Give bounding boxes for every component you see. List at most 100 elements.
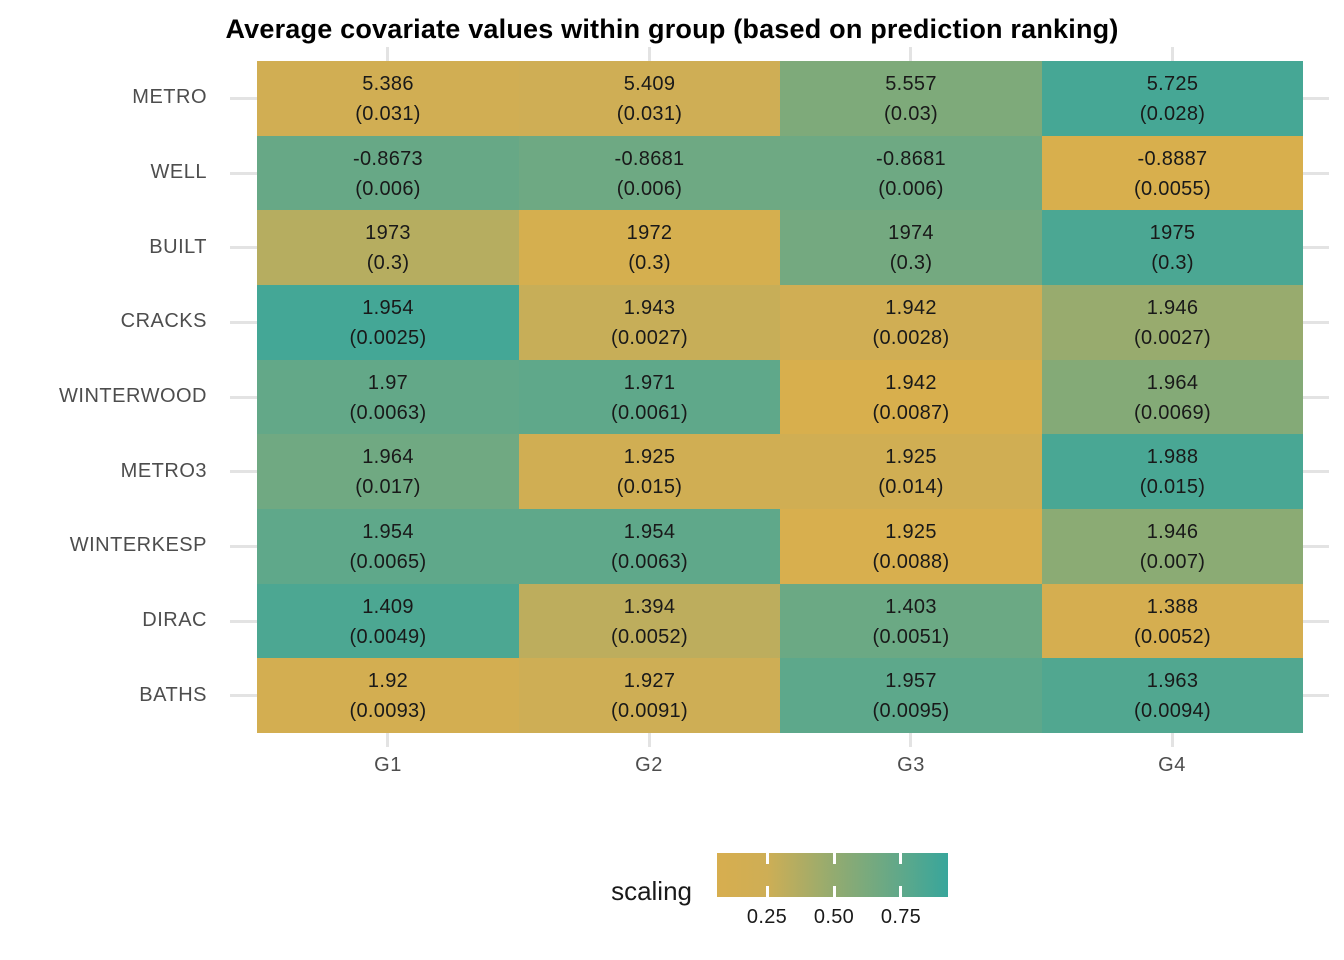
legend-title: scaling bbox=[611, 876, 692, 906]
cell-value: 1.388 bbox=[1146, 596, 1199, 618]
legend-tick bbox=[833, 886, 836, 897]
legend-tick bbox=[766, 886, 769, 897]
cell-se: (0.3) bbox=[889, 252, 933, 274]
cell-se: (0.0052) bbox=[1134, 626, 1211, 648]
y-axis-tick-left bbox=[230, 545, 257, 548]
heatmap-cell: 1.954 (0.0063) bbox=[519, 509, 780, 584]
y-axis-tick-right bbox=[1303, 620, 1329, 623]
cell-value: -0.8887 bbox=[1137, 148, 1208, 170]
cell-value: 1.946 bbox=[1146, 297, 1199, 319]
heatmap-cell: 1.925 (0.015) bbox=[519, 434, 780, 509]
cell-se: (0.0065) bbox=[349, 551, 427, 573]
cell-value: 1.964 bbox=[362, 446, 414, 468]
cell-value: 1.943 bbox=[623, 297, 676, 319]
y-axis-tick-left bbox=[230, 172, 257, 175]
cell-se: (0.3) bbox=[366, 252, 410, 274]
cell-value: -0.8681 bbox=[876, 148, 946, 170]
cell-value: 1974 bbox=[888, 222, 934, 244]
heatmap-cell: 1.388 (0.0052) bbox=[1042, 584, 1303, 658]
heatmap-cell: 1.957 (0.0095) bbox=[780, 658, 1042, 733]
x-axis-label: G3 bbox=[897, 754, 925, 776]
cell-value: 1.946 bbox=[1146, 521, 1199, 543]
heatmap-cell: 1.963 (0.0094) bbox=[1042, 658, 1303, 733]
y-axis-tick-left bbox=[230, 246, 257, 249]
x-axis-tick-top bbox=[386, 47, 389, 61]
legend-tick bbox=[899, 853, 902, 864]
cell-se: (0.0027) bbox=[611, 327, 688, 349]
cell-se: (0.028) bbox=[1139, 103, 1206, 125]
x-axis-label: G1 bbox=[374, 754, 402, 776]
heatmap-cell: 1.943 (0.0027) bbox=[519, 285, 780, 360]
cell-value: 1975 bbox=[1149, 222, 1196, 244]
y-axis-tick-right bbox=[1303, 545, 1329, 548]
chart-title: Average covariate values within group (b… bbox=[225, 14, 1119, 44]
cell-value: 1.964 bbox=[1146, 372, 1199, 394]
y-axis-label: BATHS bbox=[139, 684, 207, 706]
heatmap-cell: 1.925 (0.014) bbox=[780, 434, 1042, 509]
heatmap-cell: 1.942 (0.0028) bbox=[780, 285, 1042, 360]
cell-se: (0.007) bbox=[1139, 551, 1206, 573]
y-axis-tick-left bbox=[230, 470, 257, 473]
cell-se: (0.006) bbox=[616, 178, 683, 200]
cell-value: 1.925 bbox=[623, 446, 676, 468]
cell-value: 1.927 bbox=[623, 670, 676, 692]
cell-value: 5.409 bbox=[623, 73, 676, 95]
y-axis-label: METRO bbox=[132, 86, 207, 108]
cell-value: 1.942 bbox=[885, 372, 937, 394]
legend-tick-label: 0.75 bbox=[880, 906, 922, 928]
cell-se: (0.3) bbox=[1151, 252, 1194, 274]
y-axis-label: BUILT bbox=[149, 236, 207, 258]
y-axis-label: WELL bbox=[150, 161, 207, 183]
cell-se: (0.0061) bbox=[611, 402, 688, 424]
heatmap-cell: 1.92 (0.0093) bbox=[257, 658, 519, 733]
y-axis-tick-left bbox=[230, 396, 257, 399]
cell-se: (0.015) bbox=[1139, 476, 1206, 498]
cell-se: (0.0087) bbox=[872, 402, 950, 424]
y-axis-label: WINTERWOOD bbox=[59, 385, 207, 407]
cell-se: (0.0063) bbox=[611, 551, 688, 573]
cell-se: (0.3) bbox=[628, 252, 671, 274]
legend-tick bbox=[833, 853, 836, 864]
y-axis-label: WINTERKESP bbox=[69, 534, 207, 556]
heatmap-cell: 1975 (0.3) bbox=[1042, 210, 1303, 285]
x-axis-tick-top bbox=[1171, 47, 1174, 61]
cell-se: (0.0052) bbox=[611, 626, 688, 648]
x-axis-tick-bottom bbox=[386, 733, 389, 747]
x-axis-tick-bottom bbox=[1171, 733, 1174, 747]
cell-value: 1.403 bbox=[885, 596, 937, 618]
x-axis-tick-top bbox=[909, 47, 912, 61]
heatmap-cell: 1.942 (0.0087) bbox=[780, 360, 1042, 434]
cell-se: (0.015) bbox=[616, 476, 683, 498]
heatmap-cell: 1.988 (0.015) bbox=[1042, 434, 1303, 509]
heatmap-cell: -0.8673 (0.006) bbox=[257, 136, 519, 210]
y-axis-tick-right bbox=[1303, 246, 1329, 249]
legend-tick-label: 0.25 bbox=[746, 906, 788, 928]
heatmap-cell: 1.97 (0.0063) bbox=[257, 360, 519, 434]
cell-se: (0.031) bbox=[616, 103, 683, 125]
cell-value: 1.957 bbox=[885, 670, 937, 692]
cell-se: (0.014) bbox=[878, 476, 944, 498]
heatmap-cell: 1.964 (0.0069) bbox=[1042, 360, 1303, 434]
x-axis-tick-bottom bbox=[909, 733, 912, 747]
heatmap-cell: 5.409 (0.031) bbox=[519, 61, 780, 136]
cell-value: 5.725 bbox=[1146, 73, 1199, 95]
cell-se: (0.031) bbox=[355, 103, 421, 125]
heatmap-cell: 1.954 (0.0025) bbox=[257, 285, 519, 360]
cell-value: 1.925 bbox=[885, 521, 937, 543]
y-axis-label: DIRAC bbox=[142, 609, 207, 631]
heatmap-cell: 1.964 (0.017) bbox=[257, 434, 519, 509]
heatmap-cell: 1972 (0.3) bbox=[519, 210, 780, 285]
cell-se: (0.0069) bbox=[1134, 402, 1211, 424]
cell-se: (0.0093) bbox=[349, 700, 427, 722]
cell-se: (0.0025) bbox=[349, 327, 427, 349]
cell-value: -0.8673 bbox=[353, 148, 423, 170]
y-axis-tick-left bbox=[230, 321, 257, 324]
heatmap-cell: 1.925 (0.0088) bbox=[780, 509, 1042, 584]
cell-value: 1.971 bbox=[623, 372, 676, 394]
legend-tick bbox=[766, 853, 769, 864]
cell-value: 1973 bbox=[365, 222, 411, 244]
cell-se: (0.006) bbox=[355, 178, 421, 200]
cell-value: 1.409 bbox=[362, 596, 414, 618]
cell-se: (0.0094) bbox=[1134, 700, 1211, 722]
y-axis-label: CRACKS bbox=[120, 310, 207, 332]
